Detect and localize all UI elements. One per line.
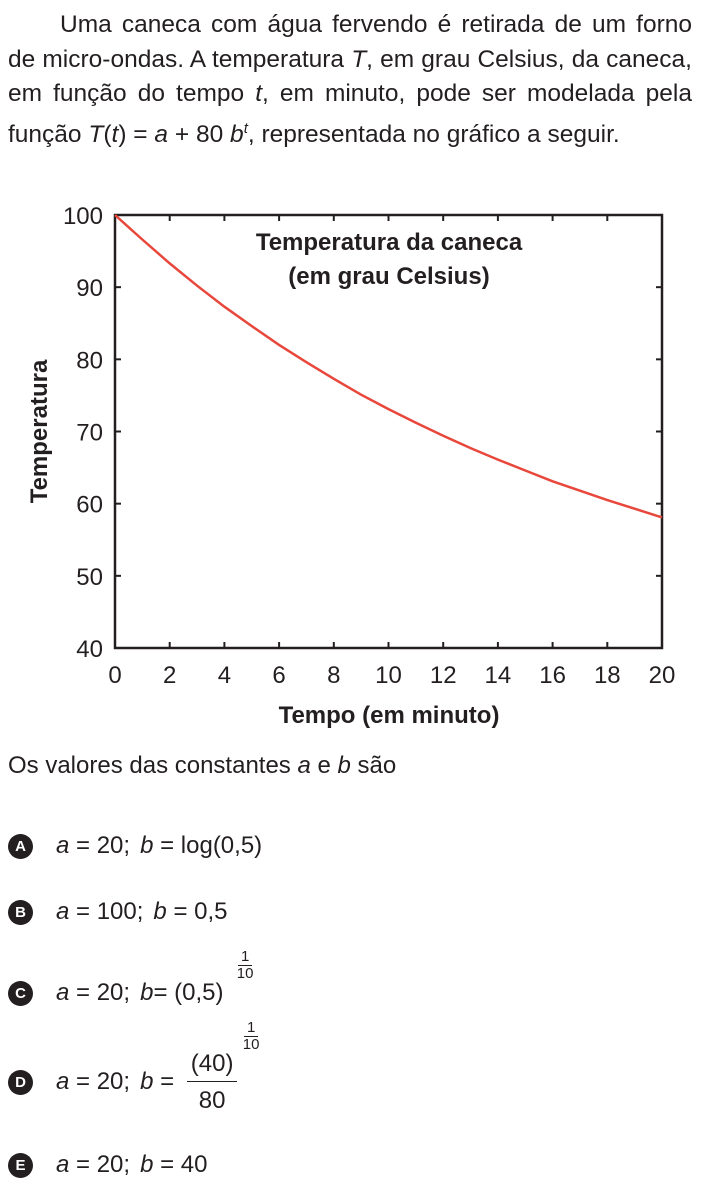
stem-text-3: , em minuto, pode ser modelada pela funç… — [8, 80, 692, 148]
opt-d-exponent: 1 10 — [243, 1020, 260, 1052]
opt-e-var-a: a — [56, 1151, 70, 1178]
option-c-letter-badge: C — [8, 980, 33, 1006]
chart-title-line: Temperatura da caneca — [256, 229, 523, 256]
option-a-letter-badge: A — [8, 833, 33, 859]
x-axis-label: Tempo (em minuto) — [279, 702, 500, 729]
opt-a-var-b: b — [140, 832, 154, 859]
var-T: T — [351, 45, 367, 73]
option-d[interactable]: D a = 20; b = (40) 1 10 80 — [8, 1020, 259, 1115]
x-tick-label: 2 — [163, 662, 176, 689]
x-tick-label: 14 — [485, 662, 512, 689]
chart-title-line: (em grau Celsius) — [288, 263, 489, 290]
formula-open-paren: ( — [103, 120, 112, 148]
question-var-b: b — [337, 752, 351, 779]
x-tick-label: 16 — [539, 662, 566, 689]
option-d-text: a = 20; b = (40) 1 10 80 — [56, 1020, 259, 1115]
opt-a-eq2: = log(0,5) — [153, 832, 263, 859]
option-a-text: a = 20; b = log(0,5) — [56, 832, 262, 860]
option-c[interactable]: C a = 20; b = (0,5) 1 10 — [8, 949, 253, 1007]
opt-c-eq2: = (0,5) — [153, 979, 224, 1006]
opt-c-exponent: 1 10 — [237, 949, 254, 981]
opt-d-frac-den: 80 — [198, 1087, 226, 1114]
opt-d-fraction: (40) 1 10 80 — [186, 1020, 259, 1115]
opt-d-var-a: a — [56, 1067, 70, 1095]
opt-c-power: = (0,5) 1 10 — [153, 949, 253, 1007]
question-var-a: a — [297, 752, 311, 779]
opt-b-var-b: b — [153, 898, 167, 925]
opt-d-num-base: (40) — [190, 1050, 234, 1077]
opt-c-var-a: a — [56, 979, 70, 1006]
option-b[interactable]: B a = 100; b = 0,5 — [8, 898, 228, 926]
y-tick-label: 50 — [76, 564, 103, 591]
option-a[interactable]: A a = 20; b = log(0,5) — [8, 832, 262, 860]
temperature-chart: 40 50 60 70 80 90 100 0 2 4 6 8 10 12 14 16 18 20 Tempo (e… — [26, 203, 675, 729]
y-tick-label: 100 — [63, 203, 103, 230]
opt-e-var-b: b — [140, 1151, 154, 1178]
temperature-curve — [114, 214, 663, 519]
stem-text-1: Uma caneca com água fervendo é retirada … — [8, 11, 692, 73]
option-b-letter-badge: B — [8, 899, 33, 925]
x-tick-label: 6 — [272, 662, 285, 689]
option-d-letter-badge: D — [8, 1070, 33, 1095]
option-e[interactable]: E a = 20; b = 40 — [8, 1151, 207, 1179]
formula-T: T — [88, 120, 104, 148]
question-text-1: Os valores das constantes — [8, 752, 298, 779]
stem-paragraph: Uma caneca com água fervendo é retirada … — [8, 8, 692, 152]
question-text-2: e — [310, 752, 338, 779]
opt-d-var-b: b — [140, 1067, 154, 1095]
opt-c-exp-den: 10 — [236, 965, 254, 982]
opt-b-eq2: = 0,5 — [166, 898, 228, 925]
formula-b: b — [230, 120, 244, 148]
option-c-text: a = 20; b = (0,5) 1 10 — [56, 949, 253, 1007]
formula-a: a — [154, 120, 169, 148]
x-tick-label: 4 — [218, 662, 231, 689]
chart-layer: 40 50 60 70 80 90 100 0 2 4 6 8 10 12 14 16 18 20 Tempo (e… — [26, 203, 675, 729]
x-tick-label: 12 — [430, 662, 457, 689]
x-tick-label: 18 — [594, 662, 621, 689]
opt-d-exp-num: 1 — [243, 1020, 259, 1037]
y-tick-label: 80 — [76, 347, 103, 374]
x-tick-label: 0 — [108, 662, 121, 689]
formula-exponent-t: t — [243, 119, 248, 137]
opt-c-exp-num: 1 — [237, 949, 253, 966]
option-b-text: a = 100; b = 0,5 — [56, 898, 228, 926]
option-e-letter-badge: E — [8, 1152, 33, 1178]
opt-d-eq2: = — [153, 1067, 181, 1095]
formula-close-paren: ) — [118, 120, 127, 148]
formula-plus-80: + 80 — [168, 120, 231, 148]
question-text-3: são — [350, 752, 397, 779]
formula-t: t — [111, 120, 119, 148]
opt-d-eq1: = 20; — [69, 1067, 131, 1095]
formula-equals: = — [126, 120, 155, 148]
opt-e-eq2: = 40 — [153, 1151, 208, 1178]
opt-c-var-b: b — [140, 979, 154, 1006]
y-axis-label: Temperatura — [26, 359, 53, 503]
stem-text-2: , em grau Celsius, da caneca, em função … — [8, 45, 692, 108]
opt-d-exp-den: 10 — [242, 1036, 260, 1053]
y-tick-label: 60 — [76, 492, 103, 519]
y-tick-label: 70 — [76, 420, 103, 447]
opt-a-var-a: a — [56, 832, 70, 859]
opt-b-eq1: = 100; — [69, 898, 144, 925]
x-tick-label: 8 — [327, 662, 340, 689]
opt-a-eq1: = 20; — [69, 832, 131, 859]
x-tick-label: 10 — [375, 662, 402, 689]
stem-text-4: , representada no gráfico a seguir. — [247, 120, 620, 148]
x-tick-label: 20 — [649, 662, 676, 689]
opt-d-frac-num: (40) 1 10 — [186, 1020, 259, 1082]
var-t: t — [255, 80, 262, 107]
opt-b-var-a: a — [56, 898, 70, 925]
y-tick-label: 90 — [76, 275, 103, 302]
opt-e-eq1: = 20; — [69, 1151, 131, 1178]
option-e-text: a = 20; b = 40 — [56, 1151, 207, 1179]
question-prompt: Os valores das constantes a e b são — [8, 752, 396, 780]
opt-c-eq1: = 20; — [69, 979, 131, 1006]
question-stem: Uma caneca com água fervendo é retirada … — [8, 8, 692, 152]
y-tick-label: 40 — [76, 636, 103, 663]
